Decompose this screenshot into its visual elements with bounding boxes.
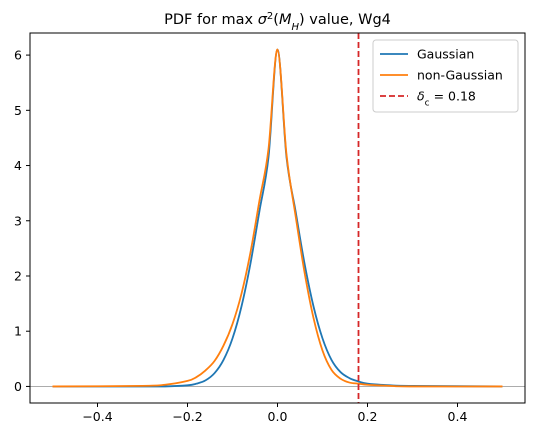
x-tick-label: 0.4 [448, 409, 468, 424]
x-axis: −0.4 −0.2 0.0 0.2 0.4 [82, 403, 467, 424]
legend-label-delta-c: δc = 0.18 [417, 89, 476, 109]
y-tick-label: 3 [14, 213, 22, 228]
plot-area [30, 33, 525, 403]
series-line-non-gaussian [52, 48, 503, 388]
legend-box [372, 39, 519, 113]
x-tick-label: 0.2 [358, 409, 378, 424]
legend-label-gaussian: Gaussian [417, 47, 474, 62]
plot-frame [29, 32, 526, 404]
y-tick-label: 5 [14, 103, 22, 118]
legend-label-non-gaussian: non-Gaussian [417, 68, 503, 83]
legend: Gaussian non-Gaussian δc = 0.18 [372, 39, 519, 113]
x-tick-label: −0.2 [172, 409, 202, 424]
y-tick-label: 0 [14, 379, 22, 394]
plot-marks [30, 33, 525, 403]
y-tick-label: 2 [14, 268, 22, 283]
chart-title: PDF for max σ2(MH) value, Wg4 [164, 11, 391, 33]
y-tick-label: 1 [14, 324, 22, 339]
y-tick-label: 4 [14, 158, 22, 173]
y-tick-label: 6 [14, 48, 22, 63]
x-tick-label: 0.0 [268, 409, 288, 424]
x-tick-label: −0.4 [82, 409, 112, 424]
y-axis: 0 1 2 3 4 5 6 [14, 48, 30, 394]
